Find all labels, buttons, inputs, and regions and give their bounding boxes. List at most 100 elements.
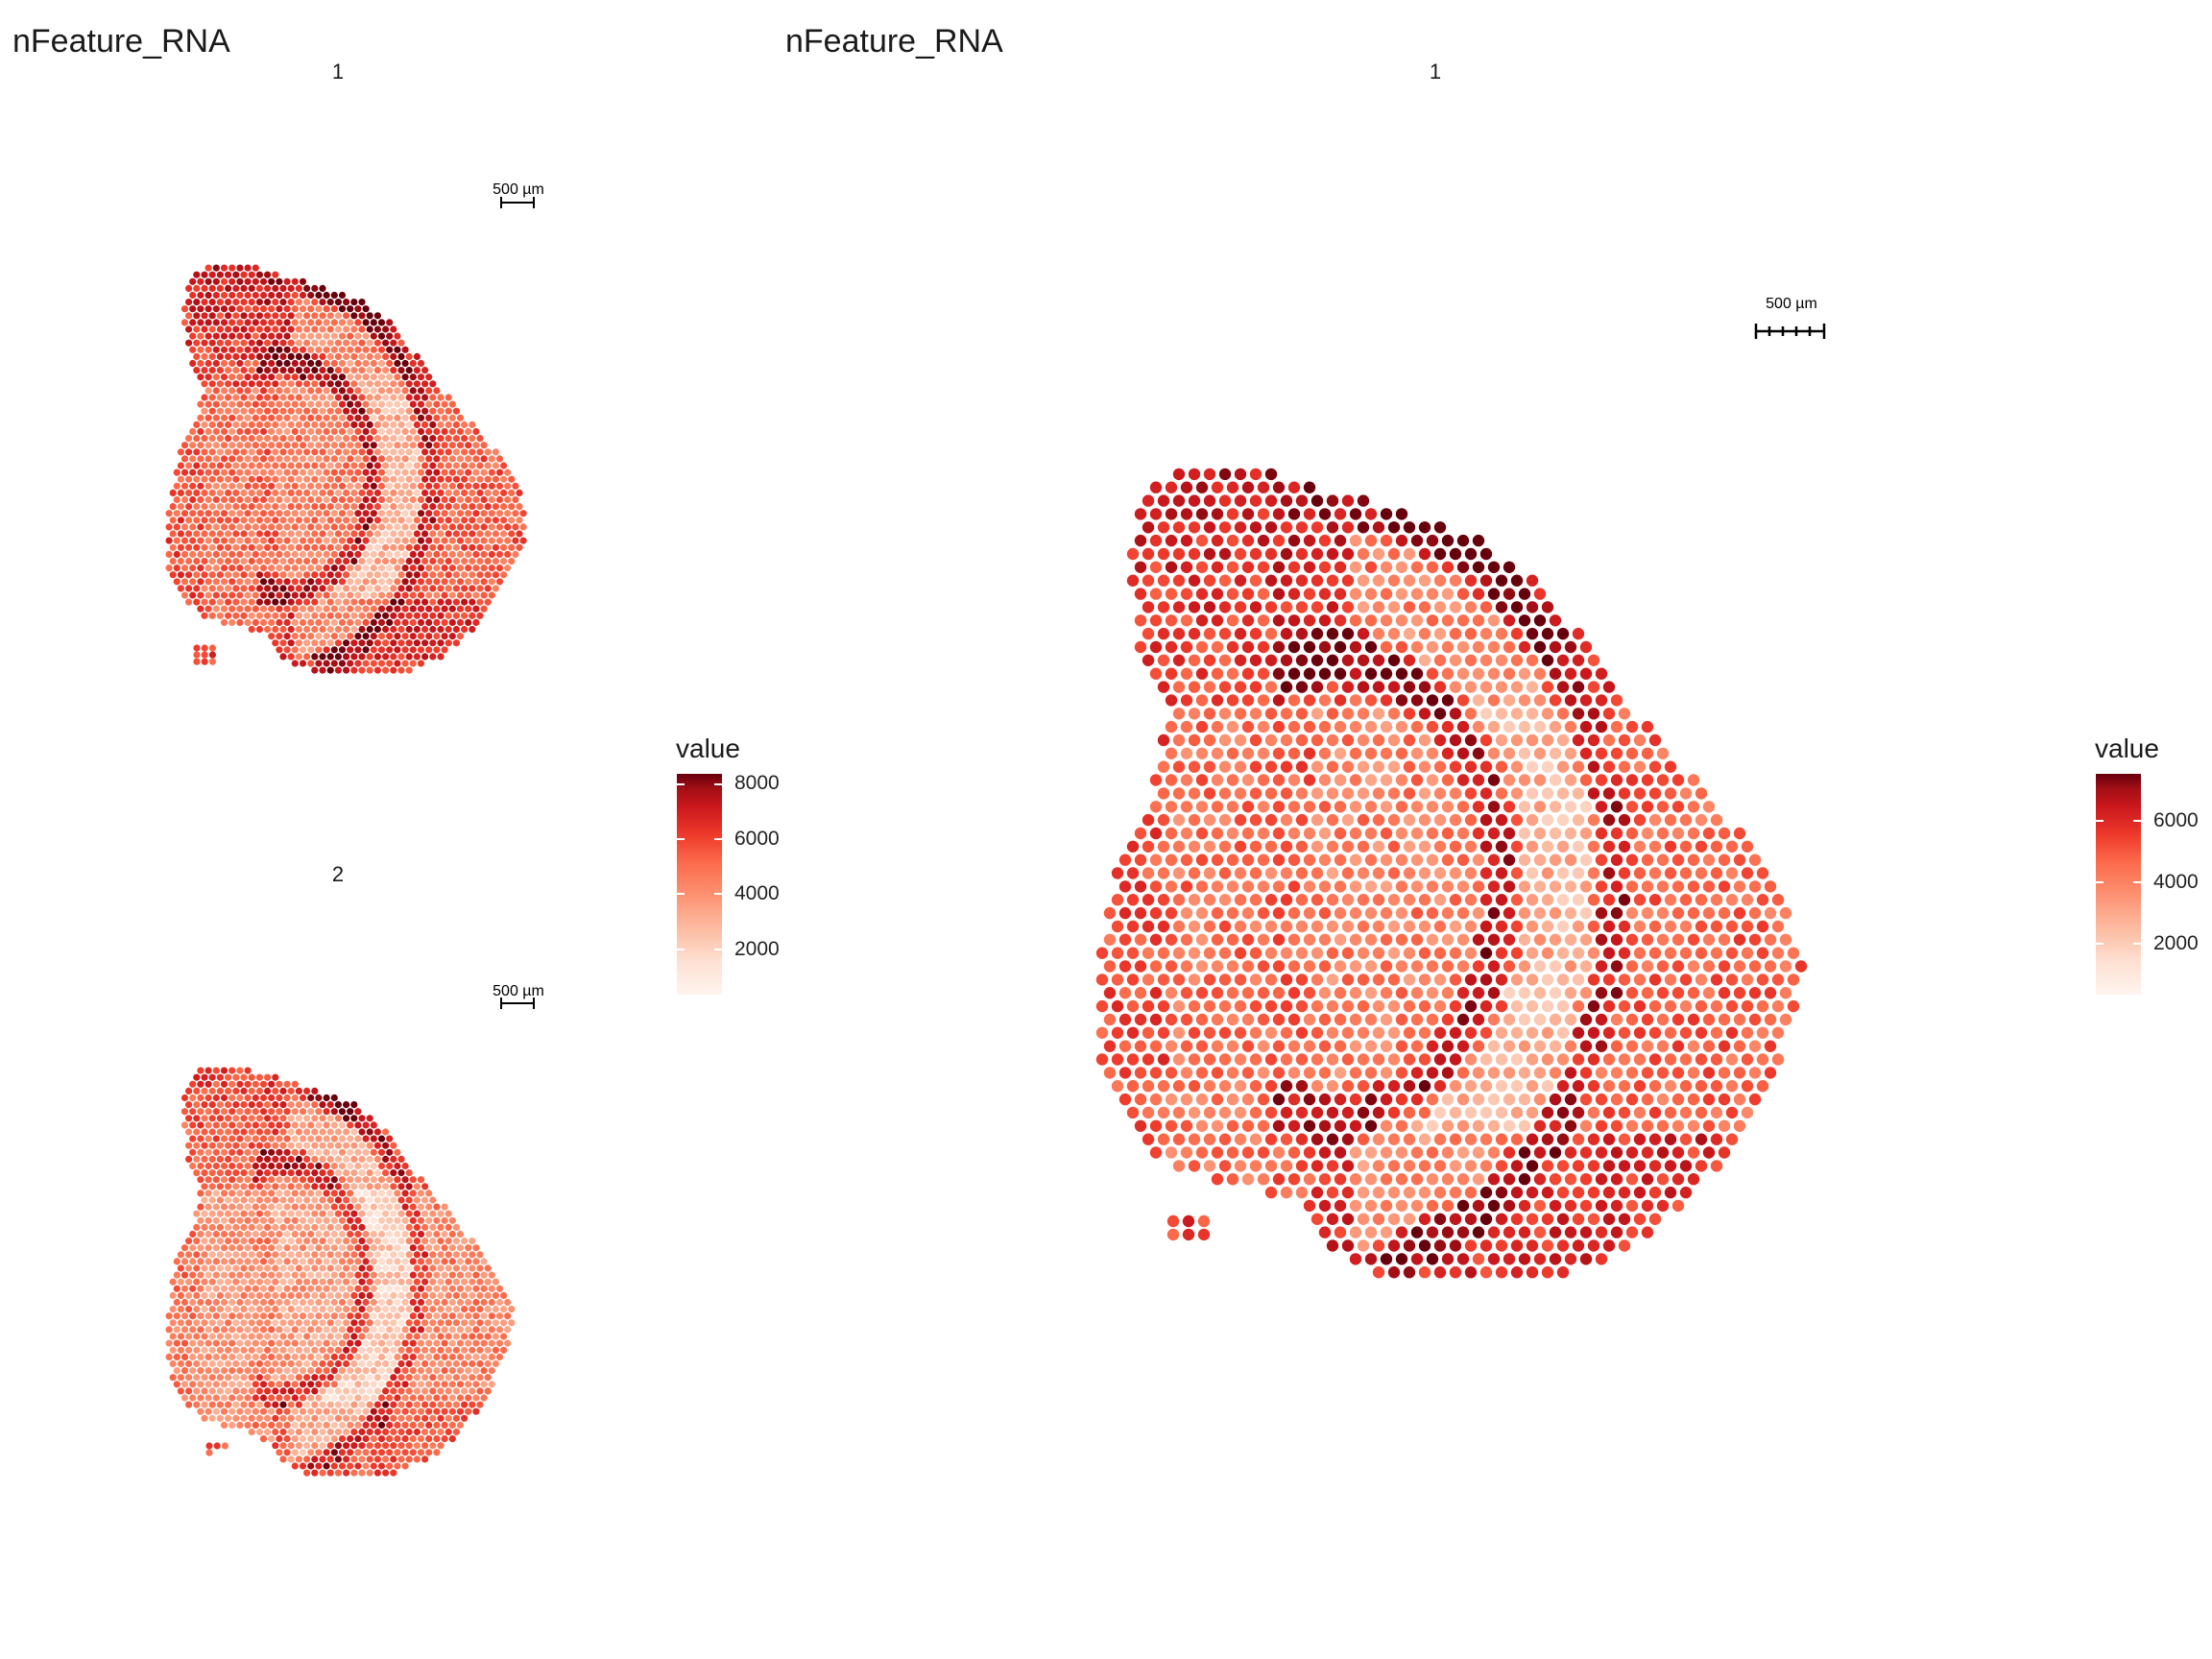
spot <box>197 1244 204 1252</box>
spot <box>315 1326 323 1334</box>
spot <box>1303 880 1316 893</box>
spot <box>272 1155 279 1163</box>
spot <box>425 1367 433 1375</box>
spot <box>350 1469 358 1477</box>
spot <box>370 427 377 436</box>
spot <box>252 373 259 381</box>
spot <box>433 550 441 559</box>
spot <box>272 462 279 469</box>
spot <box>445 1278 452 1286</box>
spot <box>220 332 228 340</box>
spot <box>197 1367 204 1375</box>
spot <box>185 299 193 306</box>
spot <box>456 1407 465 1415</box>
spot <box>417 1312 425 1320</box>
spot <box>291 291 299 300</box>
spot <box>299 565 307 572</box>
spot <box>330 469 338 476</box>
spot <box>287 1291 295 1299</box>
spot <box>370 578 377 586</box>
spot <box>236 1312 244 1320</box>
spot <box>480 591 488 599</box>
spot <box>508 503 516 511</box>
spot <box>370 1271 377 1279</box>
spot <box>350 557 358 565</box>
spot <box>283 1435 291 1443</box>
spot <box>311 1346 319 1354</box>
spot <box>347 633 354 640</box>
spot <box>358 394 366 401</box>
spot <box>259 1435 268 1443</box>
spot <box>252 1135 259 1142</box>
spot <box>409 578 417 586</box>
spot <box>326 462 334 469</box>
spot <box>433 618 441 627</box>
spot <box>216 1346 224 1354</box>
spot <box>1526 894 1539 906</box>
spot <box>279 1183 287 1190</box>
spot <box>350 380 358 388</box>
spot <box>1602 681 1616 693</box>
spot <box>204 291 212 300</box>
spot <box>1149 801 1163 813</box>
spot <box>1280 708 1293 720</box>
spot <box>279 612 287 619</box>
spot <box>225 271 232 278</box>
spot <box>315 1285 323 1292</box>
spot <box>461 1264 469 1272</box>
spot <box>220 523 228 531</box>
spot <box>272 557 279 565</box>
spot <box>366 325 373 333</box>
spot <box>433 1339 441 1347</box>
spot <box>1226 614 1239 627</box>
spot <box>201 557 208 565</box>
spot <box>204 414 212 421</box>
spot <box>366 1183 373 1190</box>
spot <box>1656 880 1670 893</box>
spot <box>492 503 500 511</box>
spot <box>1349 801 1362 813</box>
spot <box>268 1421 276 1429</box>
spot <box>279 1319 287 1327</box>
spot <box>1564 854 1577 866</box>
spot <box>390 367 397 374</box>
spot <box>1487 640 1501 654</box>
spot <box>452 435 460 443</box>
spot <box>1280 867 1293 879</box>
spot <box>1602 760 1616 773</box>
spot <box>197 1312 204 1320</box>
spot <box>204 537 212 544</box>
spot <box>244 400 252 408</box>
spot <box>358 1264 366 1272</box>
spot <box>283 482 291 490</box>
spot <box>401 1190 409 1197</box>
spot <box>362 1148 370 1156</box>
spot <box>350 1223 358 1231</box>
spot <box>1533 880 1547 893</box>
spot <box>216 1128 224 1136</box>
spot <box>397 339 405 347</box>
spot <box>291 618 299 627</box>
spot <box>180 1367 189 1375</box>
spot <box>189 591 197 599</box>
spot <box>295 1101 302 1109</box>
spot <box>409 1449 417 1456</box>
spot <box>1610 827 1623 840</box>
spot <box>382 530 390 538</box>
spot <box>264 380 272 388</box>
spot <box>1503 906 1516 920</box>
spot <box>382 1155 390 1163</box>
spot <box>1380 906 1393 920</box>
spot <box>173 510 180 517</box>
spot <box>307 1271 315 1279</box>
spot <box>279 448 287 456</box>
spot <box>1710 894 1723 906</box>
spot <box>252 319 259 326</box>
spot <box>377 1230 386 1238</box>
spot <box>1341 494 1355 507</box>
spot <box>248 1155 255 1163</box>
spot <box>240 448 248 456</box>
spot <box>272 503 279 511</box>
spot <box>1510 813 1524 827</box>
spot <box>358 1128 366 1136</box>
